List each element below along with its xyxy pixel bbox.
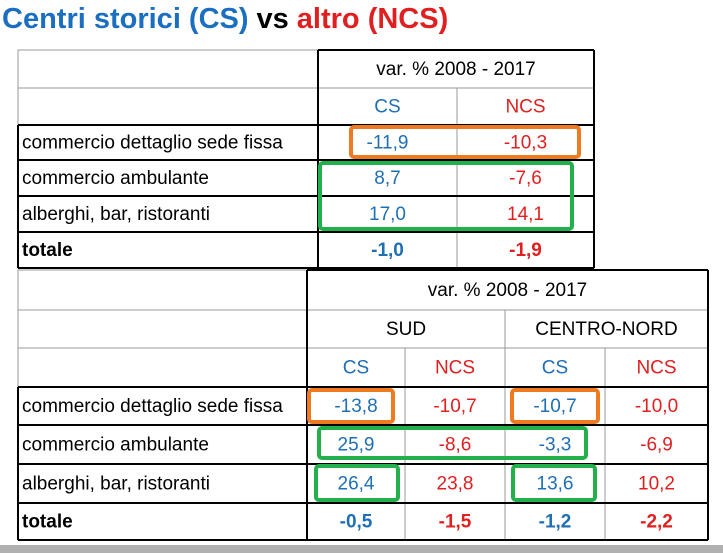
bottom-bar: [0, 545, 723, 553]
cell: [404, 386, 506, 426]
cell: [504, 309, 709, 349]
value: -1,2: [539, 512, 572, 533]
cell: [17, 159, 319, 197]
value: 13,6: [537, 474, 574, 495]
cell: [404, 347, 506, 388]
value: -13,8: [334, 396, 377, 417]
slide-title: Centri storici (CS) vs altro (NCS): [2, 3, 448, 35]
cell: [17, 269, 308, 311]
value: -10,7: [433, 396, 476, 417]
header: var. % 2008 - 2017: [376, 59, 536, 80]
row-label: commercio dettaglio sede fissa: [22, 396, 283, 417]
value: 26,4: [338, 474, 375, 495]
value: -1,9: [509, 240, 542, 261]
cell: [504, 463, 606, 504]
value: -2,2: [640, 512, 673, 533]
cell: [504, 347, 606, 388]
row-label: alberghi, bar, ristoranti: [22, 204, 210, 225]
cell: [404, 463, 506, 504]
header: var. % 2008 - 2017: [428, 280, 588, 301]
highlight: [317, 426, 588, 460]
cell: [456, 87, 595, 126]
row-label: alberghi, bar, ristoranti: [22, 474, 210, 495]
table-1: var. % 2008 - 2017 CS NCS commercio dettagl…: [17, 49, 595, 269]
value: -10,0: [635, 396, 678, 417]
value: -1,0: [371, 240, 404, 261]
cell: [17, 386, 308, 426]
cell: [317, 231, 458, 269]
highlight: [349, 125, 581, 159]
cell: [17, 195, 319, 233]
column-header: NCS: [435, 358, 475, 379]
highlight: [314, 464, 400, 502]
value: -3,3: [539, 435, 572, 456]
cell: [17, 49, 319, 89]
value: -0,5: [340, 512, 373, 533]
value: 8,7: [374, 168, 400, 189]
column-header: CS: [542, 358, 568, 379]
cell: [306, 309, 506, 349]
highlight: [318, 161, 574, 231]
title-vs: vs: [257, 3, 289, 35]
cell: [306, 269, 709, 311]
value: 25,9: [338, 435, 375, 456]
cell: [17, 347, 308, 388]
column-header: NCS: [636, 358, 676, 379]
cell: [17, 309, 308, 349]
group-header: CENTRO-NORD: [535, 319, 678, 340]
value: -10,7: [533, 396, 576, 417]
cell: [306, 502, 406, 541]
highlight: [307, 388, 395, 424]
group-header: SUD: [386, 319, 426, 340]
title-ncs: altro (NCS): [297, 3, 448, 35]
highlights: [307, 125, 600, 502]
row-label: totale: [22, 512, 73, 533]
value: 14,1: [507, 204, 544, 225]
value: -11,9: [367, 133, 409, 154]
row-label: commercio ambulante: [22, 168, 209, 189]
cell: [317, 159, 458, 197]
value: -8,6: [439, 435, 472, 456]
column-header: NCS: [505, 97, 545, 118]
highlight: [510, 388, 600, 424]
row-label: totale: [22, 240, 73, 261]
cell: [17, 87, 319, 126]
value: -6,9: [640, 435, 673, 456]
column-header: CS: [343, 358, 369, 379]
title-cs: Centri storici (CS): [2, 3, 249, 35]
value: 10,2: [638, 474, 675, 495]
cell: [504, 502, 606, 541]
value: -1,5: [439, 512, 472, 533]
row-label: commercio dettaglio sede fissa: [22, 133, 283, 154]
highlight: [511, 464, 597, 502]
column-header: CS: [374, 97, 400, 118]
cell: [456, 124, 595, 161]
row-label: commercio ambulante: [22, 435, 209, 456]
value: 23,8: [437, 474, 474, 495]
cell: [306, 386, 406, 426]
value: 17,0: [369, 204, 406, 225]
value: -10,3: [504, 133, 547, 154]
value: -7,6: [509, 168, 542, 189]
cell: [456, 231, 595, 269]
